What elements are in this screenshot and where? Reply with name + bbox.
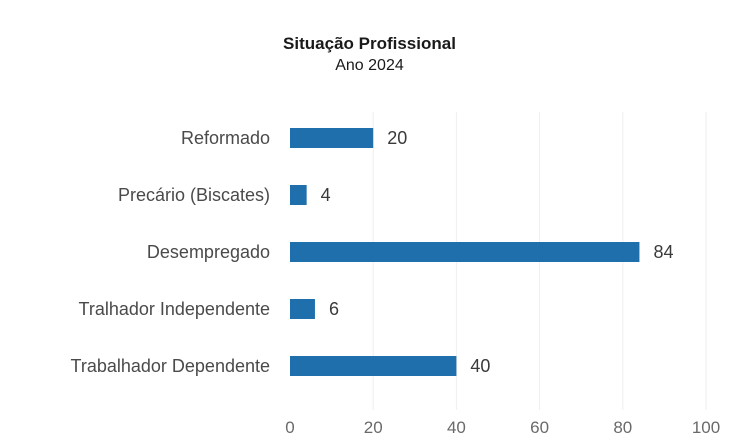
x-tick-label: 100 xyxy=(692,418,720,437)
category-label: Desempregado xyxy=(147,242,270,262)
bar xyxy=(290,242,640,262)
bar xyxy=(290,185,307,205)
data-label: 40 xyxy=(470,356,490,376)
data-label: 4 xyxy=(321,185,331,205)
x-tick-label: 20 xyxy=(364,418,383,437)
category-label: Trabalhador Dependente xyxy=(71,356,270,376)
x-tick-label: 40 xyxy=(447,418,466,437)
x-tick-label: 0 xyxy=(285,418,294,437)
data-label: 84 xyxy=(653,242,673,262)
data-label: 6 xyxy=(329,299,339,319)
chart-title: Situação Profissional xyxy=(283,34,456,53)
chart-subtitle: Ano 2024 xyxy=(335,57,404,74)
bar xyxy=(290,128,374,148)
category-label: Tralhador Independente xyxy=(79,299,270,319)
bar xyxy=(290,356,457,376)
x-tick-label: 80 xyxy=(613,418,632,437)
bar xyxy=(290,299,315,319)
category-label: Reformado xyxy=(181,128,270,148)
x-tick-label: 60 xyxy=(530,418,549,437)
data-label: 20 xyxy=(387,128,407,148)
category-label: Precário (Biscates) xyxy=(118,185,270,205)
